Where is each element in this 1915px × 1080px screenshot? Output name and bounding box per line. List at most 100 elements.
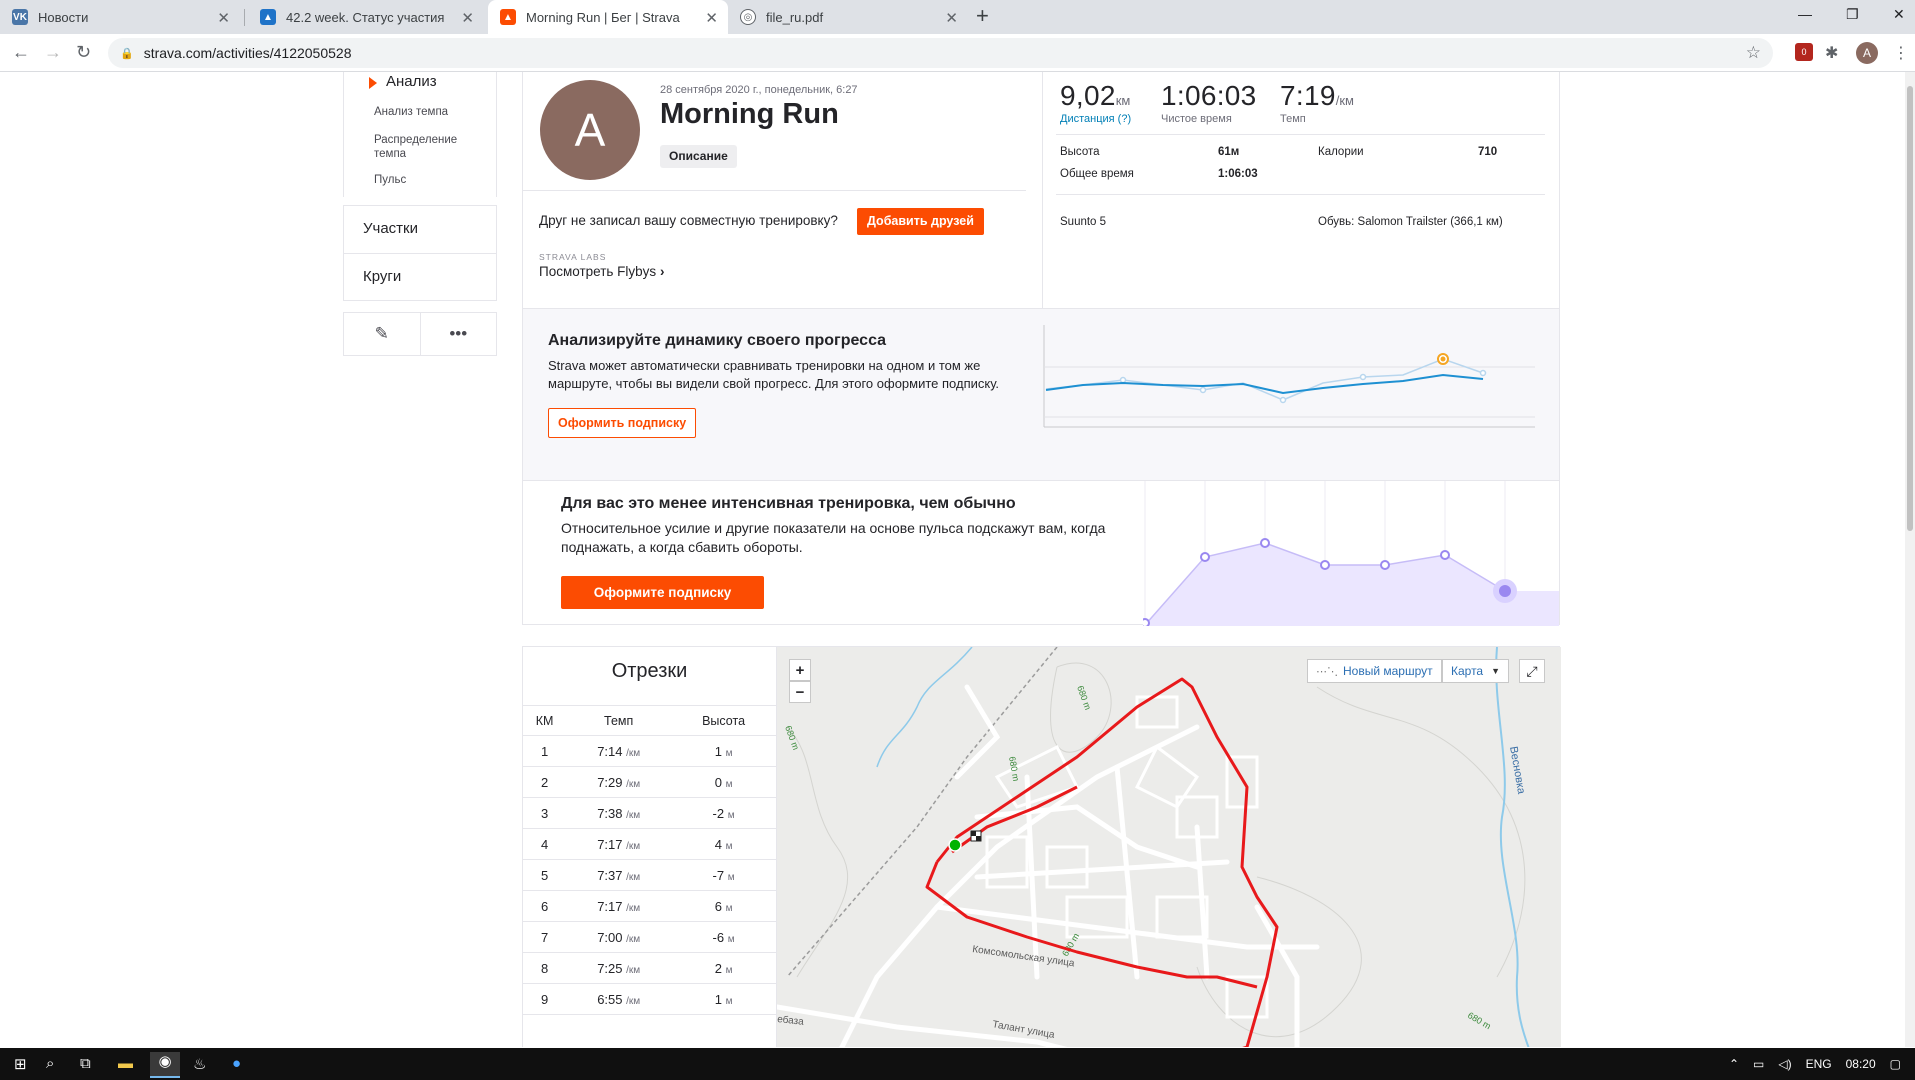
edit-pencil-icon[interactable]: ✎ xyxy=(374,324,389,343)
zoom-out-label: − xyxy=(795,683,805,701)
split-km: 8 xyxy=(523,952,567,984)
app-drop-icon[interactable]: ● xyxy=(232,1055,242,1072)
split-pace: 7:17 /км xyxy=(566,828,672,860)
minimize-icon[interactable]: — xyxy=(1798,6,1812,22)
clock[interactable]: 08:20 xyxy=(1845,1057,1876,1071)
nav-pace-distribution[interactable]: Распределение темпа xyxy=(374,134,458,160)
shoes-info: Обувь: Salomon Trailster (366,1 км) xyxy=(1318,216,1503,228)
forward-icon[interactable]: → xyxy=(44,42,62,62)
tab-trainingpeaks[interactable]: ▲ 42.2 week. Статус участия ✕ xyxy=(248,0,484,34)
network-icon[interactable]: ▭ xyxy=(1753,1057,1765,1071)
split-pace-value: 7:29 xyxy=(597,774,623,790)
file-explorer-icon[interactable]: ▬ xyxy=(118,1055,133,1072)
split-row: 7 7:00 /км -6 м xyxy=(523,921,776,953)
zoom-in-button[interactable]: + xyxy=(789,659,811,681)
new-route-button[interactable]: ⋯⋱ Новый маршрут xyxy=(1307,659,1442,683)
split-pace-value: 7:17 xyxy=(597,898,623,914)
split-row: 2 7:29 /км 0 м xyxy=(523,766,776,798)
star-icon[interactable]: ☆ xyxy=(1745,43,1761,62)
fullscreen-icon[interactable]: ⤢ xyxy=(1519,659,1545,683)
map-layer-select[interactable]: Карта ▼ xyxy=(1442,659,1510,683)
description-button[interactable]: Описание xyxy=(660,145,737,168)
chevron-up-icon[interactable]: ⌃ xyxy=(1728,1057,1740,1071)
nav-laps[interactable]: Круги xyxy=(344,253,496,301)
pace-unit: /км xyxy=(626,840,641,852)
restore-icon[interactable]: ❐ xyxy=(1846,6,1859,22)
language-indicator[interactable]: ENG xyxy=(1805,1057,1832,1071)
pace-unit: /км xyxy=(626,778,641,790)
splits-title: Отрезки xyxy=(611,660,688,682)
activity-date: 28 сентября 2020 г., понедельник, 6:27 xyxy=(660,84,858,96)
steam-icon[interactable]: ♨ xyxy=(193,1056,207,1073)
tab-pdf[interactable]: ◎ file_ru.pdf ✕ xyxy=(728,0,968,34)
extensions-puzzle-icon[interactable]: ✱ xyxy=(1825,45,1839,62)
distance-label[interactable]: Дистанция (?) xyxy=(1060,113,1132,125)
subscribe-button[interactable]: Оформите подписку xyxy=(561,576,764,609)
divider xyxy=(1056,194,1545,195)
subscribe-button[interactable]: Оформить подписку xyxy=(548,408,697,438)
extension-shield-icon[interactable]: 0 xyxy=(1795,43,1813,61)
distance-value: 9,02 xyxy=(1060,80,1116,111)
windows-start-icon[interactable]: ⊞ xyxy=(14,1056,27,1073)
chrome-taskbar-icon[interactable]: ◉ xyxy=(150,1052,180,1078)
search-icon[interactable]: ⌕ xyxy=(46,1055,55,1072)
pace-unit: /км xyxy=(626,809,641,821)
calories-label: Калории xyxy=(1318,146,1364,158)
pace-unit: /км xyxy=(626,747,641,759)
split-elevation: 6 м xyxy=(671,890,776,922)
split-elev-value: 0 xyxy=(714,774,722,790)
close-icon[interactable]: ✕ xyxy=(945,10,958,27)
back-icon[interactable]: ← xyxy=(12,42,30,62)
moving-time-value: 1:06:03 xyxy=(1161,80,1257,111)
nav-pace-analysis[interactable]: Анализ темпа xyxy=(374,106,449,118)
reload-icon[interactable]: ↻ xyxy=(76,42,92,62)
route-map[interactable]: 680 m 680 m 680 m 680 m 680 m Весновка К… xyxy=(776,647,1561,1047)
strava-labs-tag: STRAVA LABS xyxy=(539,252,607,262)
close-icon[interactable]: ✕ xyxy=(217,10,230,27)
pace-value: 7:19 xyxy=(1280,80,1336,111)
divider xyxy=(1042,72,1043,308)
url-field[interactable]: 🔒 strava.com/activities/4122050528 ☆ xyxy=(108,38,1773,68)
split-elev-value: -2 xyxy=(712,805,725,821)
nav-heart-rate[interactable]: Пульс xyxy=(374,174,407,186)
tab-strava[interactable]: ▲ Morning Run | Бег | Strava ✕ xyxy=(488,0,728,34)
elev-unit: м xyxy=(725,902,733,914)
device-name: Suunto 5 xyxy=(1060,216,1107,228)
split-pace-value: 7:25 xyxy=(597,960,623,976)
zoom-out-button[interactable]: − xyxy=(789,681,811,703)
route-icon: ⋯⋱ xyxy=(1316,665,1338,678)
effort-promo-title: Для вас это менее интенсивная тренировка… xyxy=(561,495,1016,512)
active-chevron-icon xyxy=(369,77,377,89)
athlete-avatar[interactable]: A xyxy=(540,80,640,180)
close-icon[interactable]: ✕ xyxy=(461,10,474,27)
tab-news[interactable]: VK Новости ✕ xyxy=(0,0,240,34)
effort-promo-text: Относительное усилие и другие показатели… xyxy=(561,520,1106,555)
new-route-label: Новый маршрут xyxy=(1343,664,1433,678)
elev-unit: м xyxy=(727,871,735,883)
nav-segments[interactable]: Участки xyxy=(344,205,496,253)
flybys-link[interactable]: Посмотреть Flybys › xyxy=(539,264,664,279)
close-window-icon[interactable]: ✕ xyxy=(1893,6,1905,22)
split-km: 4 xyxy=(523,828,567,860)
menu-kebab-icon[interactable]: ⋮ xyxy=(1893,45,1909,62)
split-km: 6 xyxy=(523,890,567,922)
page-content: Анализ Анализ темпа Распределение темпа … xyxy=(0,72,1915,1047)
new-tab-icon[interactable]: + xyxy=(976,3,989,28)
notifications-icon[interactable]: ▢ xyxy=(1889,1057,1901,1071)
nav-analysis[interactable]: Анализ xyxy=(386,73,437,90)
map-street-label: ебаза xyxy=(777,1013,805,1028)
trainingpeaks-icon: ▲ xyxy=(260,9,276,25)
scrollbar-thumb[interactable] xyxy=(1907,86,1913,531)
split-row: 8 7:25 /км 2 м xyxy=(523,952,776,984)
task-view-icon[interactable]: ⧉ xyxy=(80,1055,91,1072)
volume-icon[interactable]: ◁) xyxy=(1778,1057,1792,1071)
close-icon[interactable]: ✕ xyxy=(705,10,718,27)
splits-header-row: КМ Темп Высота xyxy=(523,705,776,736)
split-elev-value: -6 xyxy=(712,929,725,945)
elev-unit: м xyxy=(725,995,733,1007)
more-options-icon[interactable]: ••• xyxy=(419,313,497,355)
profile-avatar[interactable]: A xyxy=(1856,42,1878,64)
page-scrollbar[interactable] xyxy=(1905,72,1915,1047)
add-friends-button[interactable]: Добавить друзей xyxy=(857,208,984,235)
elapsed-label: Общее время xyxy=(1060,168,1134,180)
